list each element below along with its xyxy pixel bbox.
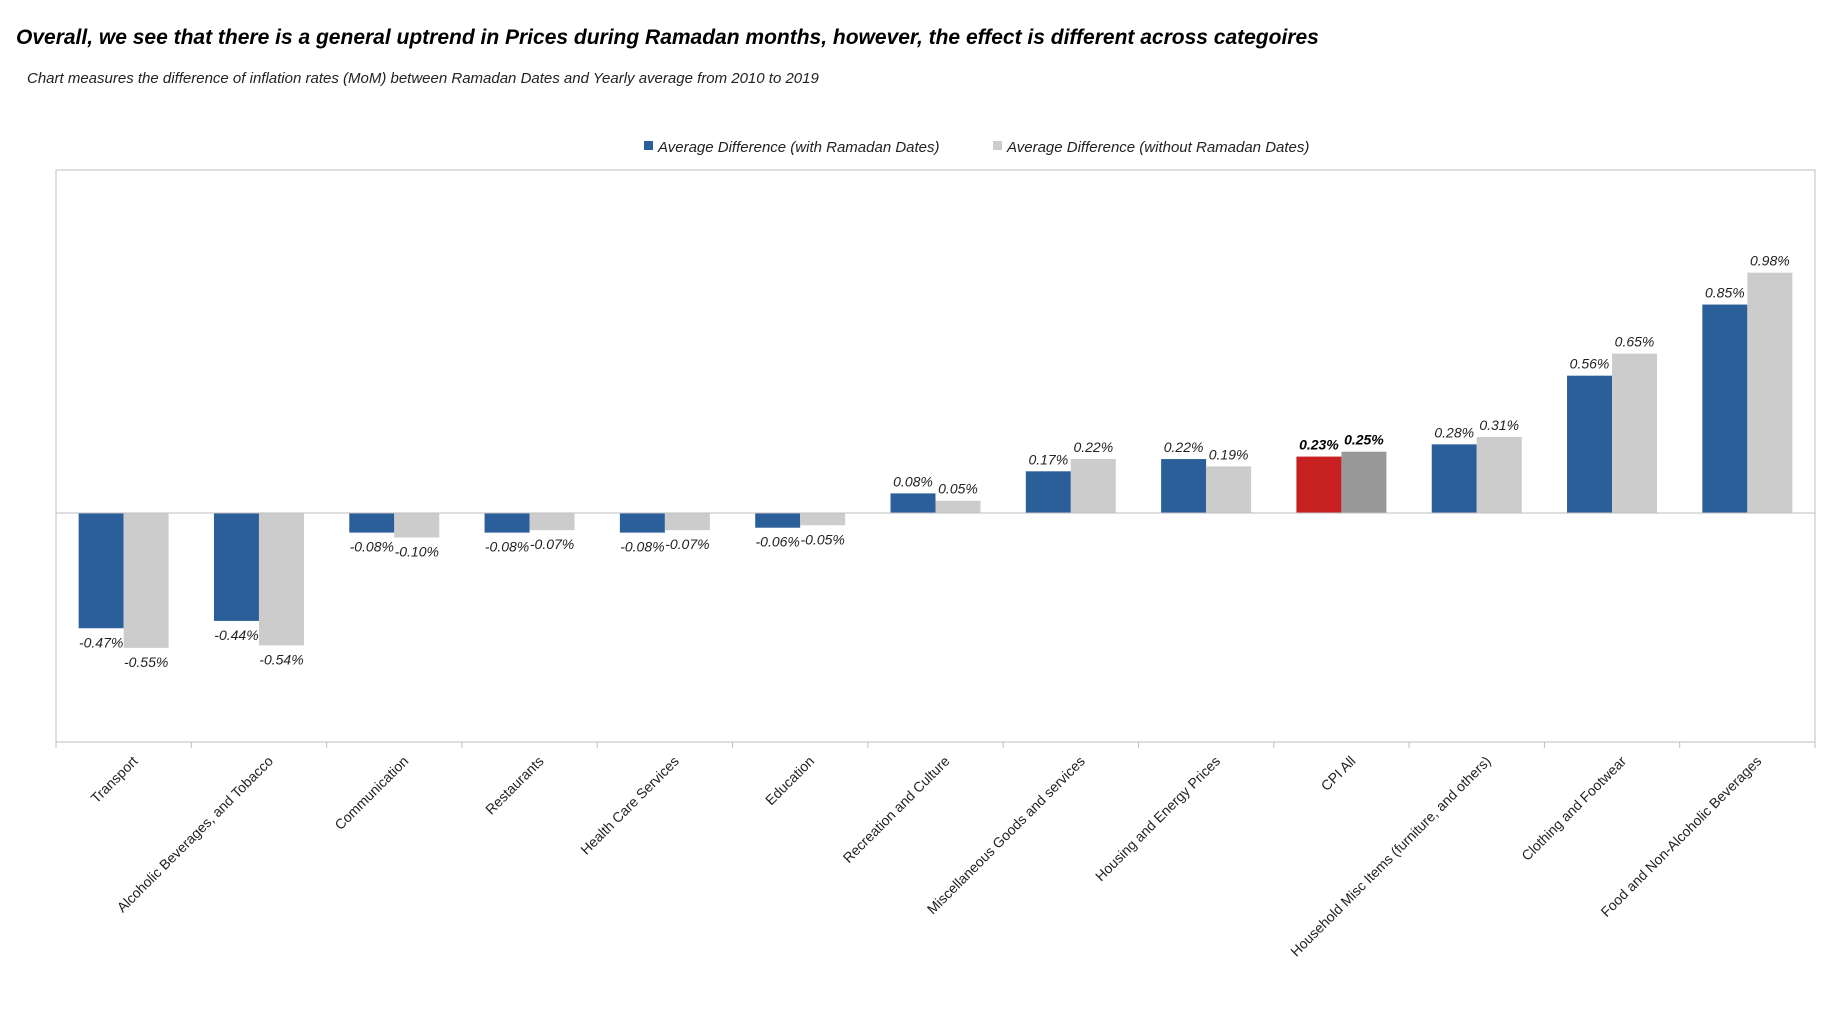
x-tick-label-2: Alcoholic Beverages, and Tobacco xyxy=(114,753,277,916)
data-label-with-ramadan-5: -0.08% xyxy=(620,539,664,555)
data-label-without-ramadan-7: 0.05% xyxy=(938,481,978,497)
data-label-without-ramadan-10: 0.25% xyxy=(1344,432,1384,448)
chart-headline: Overall, we see that there is a general … xyxy=(16,26,1319,49)
x-tick-label-4: Restaurants xyxy=(482,753,547,818)
data-label-with-ramadan-9: 0.22% xyxy=(1164,439,1204,455)
data-label-with-ramadan-13: 0.85% xyxy=(1705,285,1745,301)
bar-with-ramadan-5 xyxy=(619,513,665,533)
data-label-without-ramadan-1: -0.55% xyxy=(124,654,168,670)
bar-without-ramadan-5 xyxy=(664,513,710,531)
bar-without-ramadan-6 xyxy=(800,513,846,526)
legend-label-2: Average Difference (without Ramadan Date… xyxy=(1006,139,1309,156)
data-label-without-ramadan-13: 0.98% xyxy=(1750,253,1790,269)
data-label-without-ramadan-5: -0.07% xyxy=(665,536,709,552)
bar-without-ramadan-12 xyxy=(1612,353,1658,513)
data-label-without-ramadan-2: -0.54% xyxy=(259,651,303,667)
data-label-with-ramadan-2: -0.44% xyxy=(214,627,258,643)
value-labels-group: -0.47%-0.55%-0.44%-0.54%-0.08% -0.10% -0.0… xyxy=(79,253,1790,670)
x-tick-label-1: Transport xyxy=(87,753,140,806)
chart-subtitle: Chart measures the difference of inflati… xyxy=(27,70,819,87)
legend-label-1: Average Difference (with Ramadan Dates) xyxy=(657,139,940,156)
x-tick-label-9: Housing and Energy Prices xyxy=(1092,753,1223,884)
bar-with-ramadan-6 xyxy=(755,513,801,528)
data-label-without-ramadan-12: 0.65% xyxy=(1615,334,1655,350)
bars-group xyxy=(78,272,1793,648)
x-tick-label-12: Clothing and Footwear xyxy=(1518,753,1629,864)
data-label-with-ramadan-7: 0.08% xyxy=(893,473,933,489)
bar-with-ramadan-1 xyxy=(78,513,124,629)
data-label-without-ramadan-4: -0.07% xyxy=(530,536,574,552)
legend-swatch-2 xyxy=(993,141,1002,150)
bar-without-ramadan-1 xyxy=(123,513,169,648)
legend-swatch-1 xyxy=(644,141,653,150)
bar-without-ramadan-7 xyxy=(935,500,981,513)
data-label-with-ramadan-12: 0.56% xyxy=(1570,356,1610,372)
x-tick-label-7: Recreation and Culture xyxy=(839,753,952,866)
data-label-with-ramadan-1: -0.47% xyxy=(79,634,123,650)
bar-with-ramadan-3 xyxy=(349,513,395,533)
bar-with-ramadan-11 xyxy=(1431,444,1477,513)
bar-with-ramadan-10 xyxy=(1296,456,1342,513)
data-label-with-ramadan-8: 0.17% xyxy=(1028,451,1068,467)
bar-without-ramadan-4 xyxy=(529,513,575,531)
bar-without-ramadan-3 xyxy=(394,513,440,538)
x-tick-label-5: Health Care Services xyxy=(577,753,682,858)
bar-without-ramadan-9 xyxy=(1206,466,1252,513)
bar-with-ramadan-8 xyxy=(1025,471,1071,513)
bar-without-ramadan-10 xyxy=(1341,451,1387,513)
bar-with-ramadan-12 xyxy=(1567,375,1613,513)
data-label-with-ramadan-11: 0.28% xyxy=(1434,424,1474,440)
bar-with-ramadan-4 xyxy=(484,513,530,533)
bar-without-ramadan-8 xyxy=(1070,459,1116,513)
chart-legend: Average Difference (with Ramadan Dates) A… xyxy=(644,139,1309,156)
data-label-with-ramadan-4: -0.08% xyxy=(485,539,529,555)
data-label-without-ramadan-9: 0.19% xyxy=(1209,446,1249,462)
data-label-without-ramadan-3: -0.10% xyxy=(395,544,439,560)
data-label-with-ramadan-6: -0.06% xyxy=(756,534,800,550)
x-tick-label-10: CPI All xyxy=(1318,753,1359,794)
x-tick-label-6: Education xyxy=(762,753,817,808)
bar-without-ramadan-2 xyxy=(258,513,304,646)
data-label-with-ramadan-10: 0.23% xyxy=(1299,437,1339,453)
x-tick-label-13: Food and Non-Alcoholic Beverages xyxy=(1597,753,1764,920)
bar-with-ramadan-2 xyxy=(213,513,259,621)
data-label-without-ramadan-11: 0.31% xyxy=(1479,417,1519,433)
bar-without-ramadan-13 xyxy=(1747,272,1793,513)
data-label-without-ramadan-8: 0.22% xyxy=(1073,439,1113,455)
data-label-without-ramadan-6: -0.05% xyxy=(801,531,845,547)
data-label-with-ramadan-3: -0.08% xyxy=(350,539,394,555)
bar-with-ramadan-7 xyxy=(890,493,936,513)
bar-with-ramadan-9 xyxy=(1161,459,1207,513)
x-tick-label-3: Communication xyxy=(331,753,411,833)
bar-without-ramadan-11 xyxy=(1476,436,1522,513)
plot-area xyxy=(55,169,1816,743)
bar-with-ramadan-13 xyxy=(1702,304,1748,513)
x-tick-label-8: Miscellaneous Goods and services xyxy=(924,753,1088,917)
